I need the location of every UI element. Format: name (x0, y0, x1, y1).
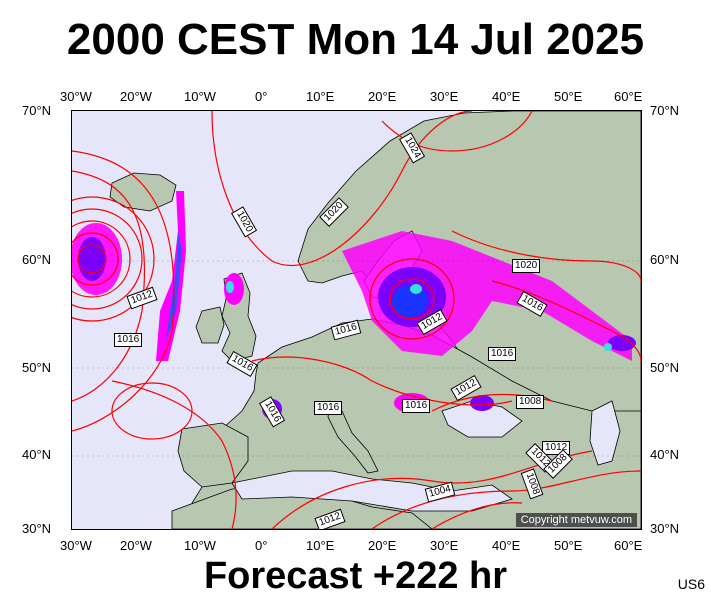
model-code: US6 (677, 576, 705, 592)
isobar-label: 1020 (512, 259, 541, 273)
isobar-baltic-low-2 (369, 258, 455, 340)
lon-label: 60°E (614, 89, 643, 104)
isobar-low-2 (72, 232, 119, 286)
lon-label: 50°E (554, 538, 583, 553)
rain-great-britain (224, 273, 244, 305)
iceland (109, 172, 177, 212)
lon-label: 40°E (492, 538, 521, 553)
isobar-1008-med (371, 470, 641, 529)
lon-label: 0° (255, 538, 268, 553)
lon-label: 20°W (120, 89, 152, 104)
lat-label: 40°N (650, 447, 680, 462)
isobars (72, 111, 641, 529)
isobar-label: 1016 (314, 401, 343, 415)
rain-iceland-low-core (78, 237, 106, 281)
lon-label: 20°E (368, 538, 397, 553)
lon-label: 30°W (60, 538, 92, 553)
lon-label: 10°E (306, 89, 335, 104)
rain-scotland (226, 281, 234, 293)
lon-label: 0° (255, 89, 268, 104)
lat-label: 50°N (650, 360, 680, 375)
isobar-low-5 (72, 196, 155, 322)
isobar-1020-russia (451, 230, 641, 282)
isobar-low-4 (72, 208, 143, 310)
isobar-label: 1016 (402, 399, 431, 413)
rain-russia-east-peak (604, 343, 612, 351)
lat-label: 30°N (650, 521, 680, 536)
lat-label: 60°N (22, 252, 52, 267)
lon-label: 10°W (184, 538, 216, 553)
rain-baltic-max (410, 284, 422, 294)
isobar-1016-europe (251, 356, 513, 406)
isobar-1016-atlantic (72, 150, 175, 432)
ireland (195, 306, 225, 344)
lat-label: 70°N (650, 103, 680, 118)
caspian-sea (589, 400, 621, 466)
lon-label: 30°W (60, 89, 92, 104)
lon-label: 30°E (430, 538, 459, 553)
lon-label: 20°W (120, 538, 152, 553)
isobar-label: 1016 (114, 333, 143, 347)
isobar-1004-med (431, 502, 523, 529)
isobar-low-1 (77, 244, 107, 274)
lat-label: 60°N (650, 252, 680, 267)
isobar-label: 1008 (516, 395, 545, 409)
forecast-hour: Forecast +222 hr (203, 555, 508, 597)
isobar-1020-north (211, 111, 473, 267)
rain-russia-east (608, 335, 636, 351)
map-canvas (72, 111, 641, 529)
forecast-map: 1024 1020 1020 1020 1012 1016 1016 1016 … (71, 110, 642, 530)
isobar-1016-south (111, 380, 237, 529)
copyright-notice: Copyright metvuw.com (515, 513, 637, 527)
isobar-label: 1016 (488, 347, 517, 361)
lat-label: 70°N (22, 103, 52, 118)
rain-turkey (470, 395, 494, 411)
rain-baltic-peak (392, 285, 428, 317)
lon-label: 20°E (368, 89, 397, 104)
isobar-high-atlantic (111, 382, 193, 440)
lon-label: 40°E (492, 89, 521, 104)
isobar-1016-russia (491, 280, 641, 362)
lat-label: 30°N (22, 521, 52, 536)
lon-label: 10°E (306, 538, 335, 553)
lat-label: 40°N (22, 447, 52, 462)
isobar-baltic-low-1 (389, 278, 435, 320)
lon-label: 60°E (614, 538, 643, 553)
italy (327, 400, 379, 474)
map-title: 2000 CEST Mon 14 Jul 2025 (66, 15, 645, 64)
isobar-low-3 (72, 220, 131, 298)
lon-label: 30°E (430, 89, 459, 104)
lon-label: 10°W (184, 89, 216, 104)
rain-baltic-system (342, 231, 632, 361)
lon-label: 50°E (554, 89, 583, 104)
mediterranean (231, 470, 513, 512)
lat-label: 50°N (22, 360, 52, 375)
